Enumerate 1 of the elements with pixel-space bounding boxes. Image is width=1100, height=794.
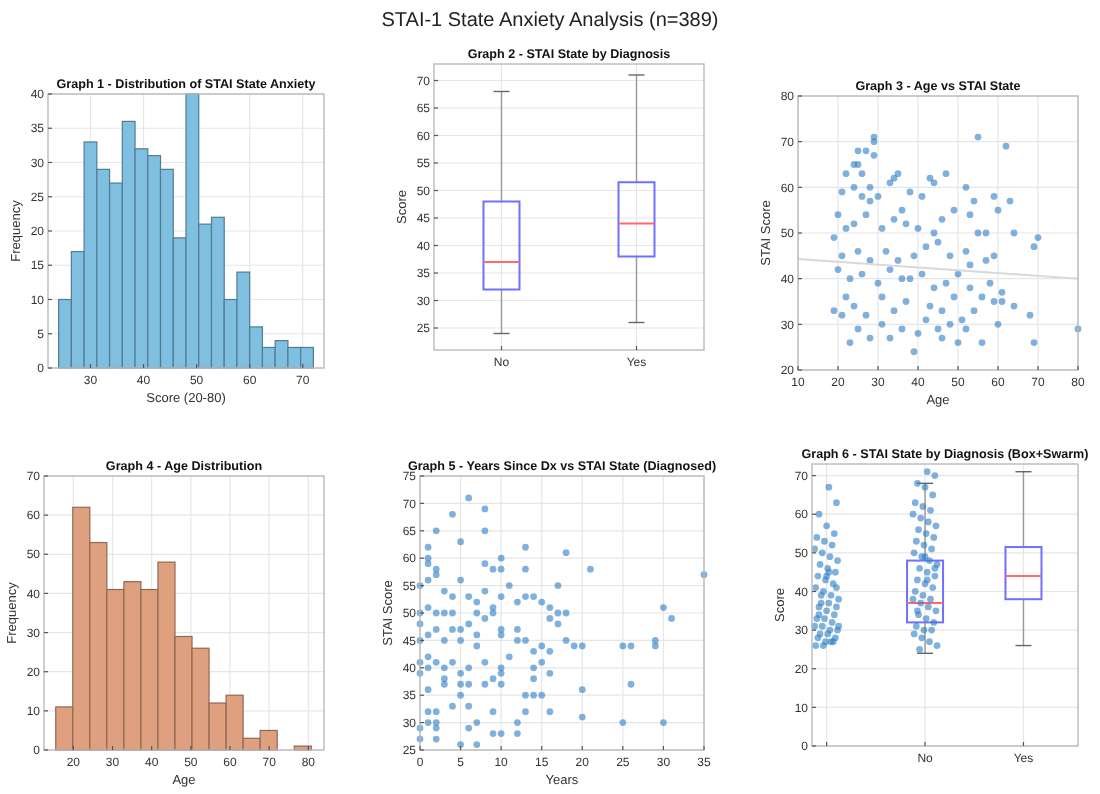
text: STAI-1 State Anxiety Analysis (n=389) — [381, 10, 719, 32]
